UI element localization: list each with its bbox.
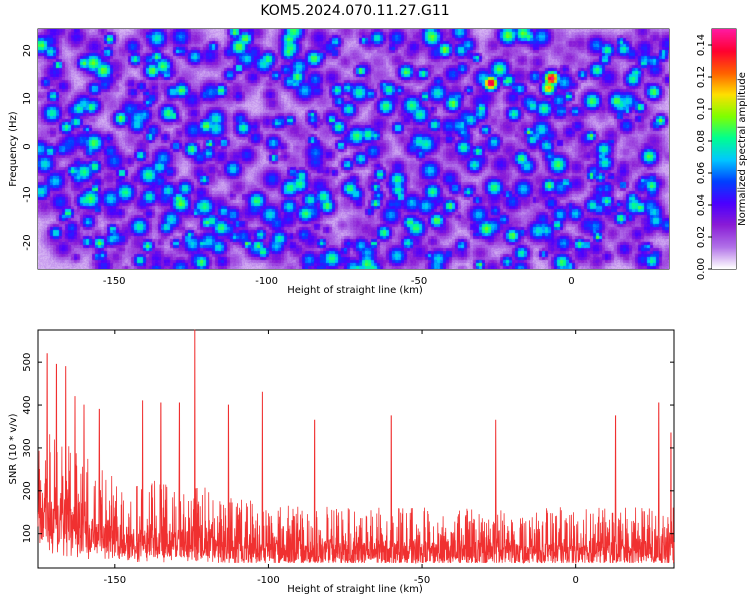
spectrogram-heatmap xyxy=(38,29,669,269)
colorbar-label: Normalized spectral amplitude xyxy=(737,72,748,226)
colorbar-gradient xyxy=(712,29,736,269)
snr-x-tick-label: -100 xyxy=(257,575,280,586)
colorbar-tick-label: 0.00 xyxy=(696,258,707,280)
heatmap-y-tick-label: 0 xyxy=(22,143,33,149)
colorbar-tick-label: 0.12 xyxy=(696,66,707,88)
heatmap-x-tick-label: -100 xyxy=(255,276,278,287)
heatmap-y-tick-label: 10 xyxy=(22,92,33,105)
colorbar-ticks: 0.00 0.02 0.04 0.06 0.08 0.10 0.12 0.14 xyxy=(696,34,712,280)
heatmap-x-tick-label: 0 xyxy=(568,276,574,287)
snr-x-tick-label: -50 xyxy=(414,575,430,586)
heatmap-x-axis-label: Height of straight line (km) xyxy=(287,285,423,296)
snr-series-line xyxy=(37,329,675,565)
colorbar-tick-label: 0.14 xyxy=(696,34,707,56)
snr-ticks: -150 -100 -50 0 100 200 300 400 500 xyxy=(22,330,674,586)
snr-x-tick-label: 0 xyxy=(572,575,578,586)
colorbar-tick-label: 0.10 xyxy=(696,98,707,120)
heatmap-y-tick-label: 20 xyxy=(22,44,33,57)
snr-y-axis-label: SNR (10 * v/v) xyxy=(8,413,19,484)
snr-y-tick-label: 500 xyxy=(22,353,33,372)
figure-title: KOM5.2024.070.11.27.G11 xyxy=(260,3,449,19)
colorbar-tick-label: 0.04 xyxy=(696,194,707,216)
snr-y-tick-label: 300 xyxy=(22,438,33,457)
colorbar-tick-label: 0.08 xyxy=(696,130,707,152)
heatmap-y-tick-label: -20 xyxy=(22,234,33,250)
heatmap-y-axis-label: Frequency (Hz) xyxy=(8,111,19,187)
heatmap-y-tick-label: -10 xyxy=(22,186,33,202)
snr-y-tick-label: 200 xyxy=(22,481,33,500)
snr-x-axis-label: Height of straight line (km) xyxy=(287,584,423,595)
heatmap-x-tick-label: -50 xyxy=(411,276,427,287)
snr-x-tick-label: -150 xyxy=(103,575,126,586)
colorbar-tick-label: 0.06 xyxy=(696,162,707,184)
snr-plot-area xyxy=(37,329,675,569)
snr-y-tick-label: 100 xyxy=(22,524,33,543)
heatmap-x-tick-label: -150 xyxy=(103,276,126,287)
colorbar-tick-label: 0.02 xyxy=(696,226,707,248)
snr-y-tick-label: 400 xyxy=(22,395,33,414)
